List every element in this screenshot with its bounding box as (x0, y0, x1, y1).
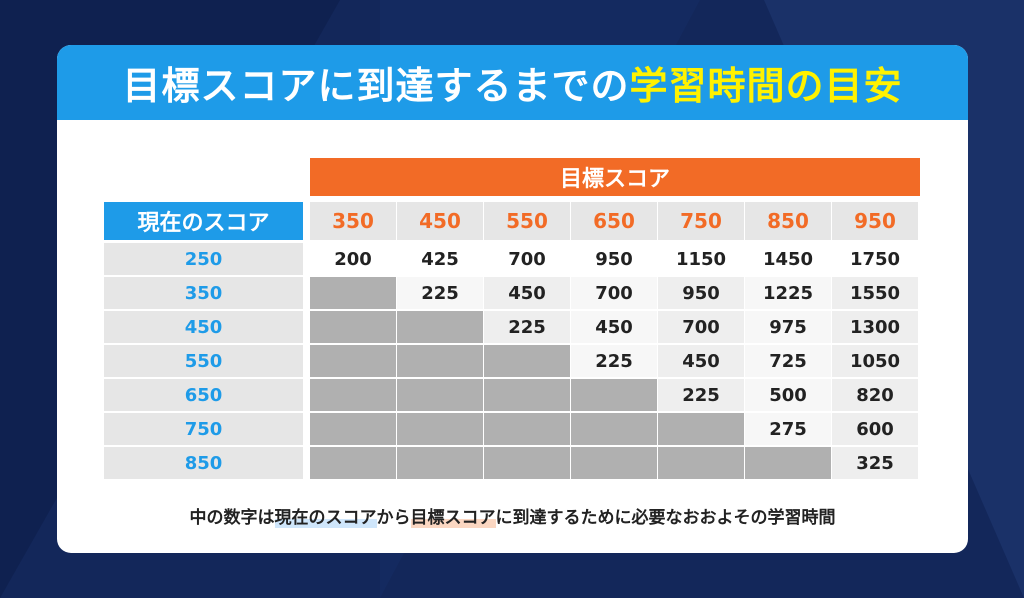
target-score-column-950: 950 (832, 202, 918, 240)
table-cell-hours: 450 (484, 277, 570, 309)
target-score-column-550: 550 (484, 202, 570, 240)
table-cell-hours: 325 (832, 447, 918, 479)
current-score-label: 650 (104, 379, 303, 411)
page-title: 目標スコアに到達するまでの 学習時間の目安 (57, 45, 968, 120)
table-cell-empty (484, 345, 570, 377)
table-cell-empty (484, 447, 570, 479)
table-cell-hours: 1750 (832, 243, 918, 275)
table-cell-empty (571, 413, 657, 445)
target-score-header: 目標スコア (310, 158, 920, 196)
footnote-part2: から (376, 508, 411, 528)
footnote: 中の数字は現在のスコアから目標スコアに到達するために必要なおおよその学習時間 (57, 503, 968, 528)
table-cell-empty (310, 277, 396, 309)
table-cell-hours: 450 (571, 311, 657, 343)
current-score-label: 250 (104, 243, 303, 275)
target-score-column-450: 450 (397, 202, 483, 240)
table-cell-hours: 1450 (745, 243, 831, 275)
current-score-label: 750 (104, 413, 303, 445)
target-score-columns: 350 450 550 650 750 850 950 (310, 202, 918, 240)
score-table-card: 目標スコアに到達するまでの 学習時間の目安 目標スコア 現在のスコア 350 450… (57, 45, 968, 553)
table-cell-hours: 425 (397, 243, 483, 275)
table-cell-empty (571, 447, 657, 479)
table-cell-hours: 275 (745, 413, 831, 445)
table-row: 350 225 450 700 950 1225 1550 (104, 277, 918, 309)
table-row: 850 325 (104, 447, 918, 479)
table-row: 250 200 425 700 950 1150 1450 1750 (104, 243, 918, 275)
table-cell-hours: 820 (832, 379, 918, 411)
table-cell-empty (310, 447, 396, 479)
score-table-body: 250 200 425 700 950 1150 1450 1750 350 225 450 700 9… (104, 243, 918, 481)
table-row: 450 225 450 700 975 1300 (104, 311, 918, 343)
table-cell-empty (484, 379, 570, 411)
target-score-column-350: 350 (310, 202, 396, 240)
footnote-target: 目標スコア (410, 508, 496, 528)
table-cell-hours: 225 (397, 277, 483, 309)
footnote-part3: に到達するために必要なおおよその学習時間 (495, 508, 836, 528)
table-cell-empty (397, 447, 483, 479)
table-cell-hours: 600 (832, 413, 918, 445)
footnote-part1: 中の数字は (189, 508, 275, 528)
table-cell-hours: 225 (571, 345, 657, 377)
title-highlight: 学習時間の目安 (629, 64, 903, 108)
table-cell-empty (571, 379, 657, 411)
table-cell-hours: 700 (484, 243, 570, 275)
table-cell-hours: 975 (745, 311, 831, 343)
table-cell-empty (310, 413, 396, 445)
table-cell-hours: 500 (745, 379, 831, 411)
table-cell-hours: 700 (571, 277, 657, 309)
table-cell-hours: 950 (571, 243, 657, 275)
table-cell-empty (310, 379, 396, 411)
table-cell-hours: 225 (658, 379, 744, 411)
table-cell-hours: 1050 (832, 345, 918, 377)
target-score-column-650: 650 (571, 202, 657, 240)
table-cell-empty (745, 447, 831, 479)
table-cell-empty (397, 311, 483, 343)
table-cell-empty (484, 413, 570, 445)
current-score-header: 現在のスコア (104, 202, 303, 240)
table-cell-empty (397, 379, 483, 411)
current-score-label: 350 (104, 277, 303, 309)
target-score-column-850: 850 (745, 202, 831, 240)
table-cell-empty (310, 311, 396, 343)
current-score-label: 850 (104, 447, 303, 479)
table-cell-empty (658, 413, 744, 445)
footnote-current: 現在のスコア (274, 508, 377, 528)
table-cell-empty (397, 413, 483, 445)
table-cell-empty (310, 345, 396, 377)
table-row: 750 275 600 (104, 413, 918, 445)
table-cell-hours: 700 (658, 311, 744, 343)
table-cell-hours: 725 (745, 345, 831, 377)
table-cell-hours: 1300 (832, 311, 918, 343)
table-cell-empty (658, 447, 744, 479)
table-cell-hours: 1150 (658, 243, 744, 275)
table-cell-empty (397, 345, 483, 377)
table-cell-hours: 450 (658, 345, 744, 377)
table-row: 650 225 500 820 (104, 379, 918, 411)
table-cell-hours: 225 (484, 311, 570, 343)
table-row: 550 225 450 725 1050 (104, 345, 918, 377)
current-score-label: 550 (104, 345, 303, 377)
table-cell-hours: 1225 (745, 277, 831, 309)
table-cell-hours: 200 (310, 243, 396, 275)
table-cell-hours: 950 (658, 277, 744, 309)
current-score-label: 450 (104, 311, 303, 343)
table-cell-hours: 1550 (832, 277, 918, 309)
title-main: 目標スコアに到達するまでの (122, 64, 630, 108)
target-score-column-750: 750 (658, 202, 744, 240)
